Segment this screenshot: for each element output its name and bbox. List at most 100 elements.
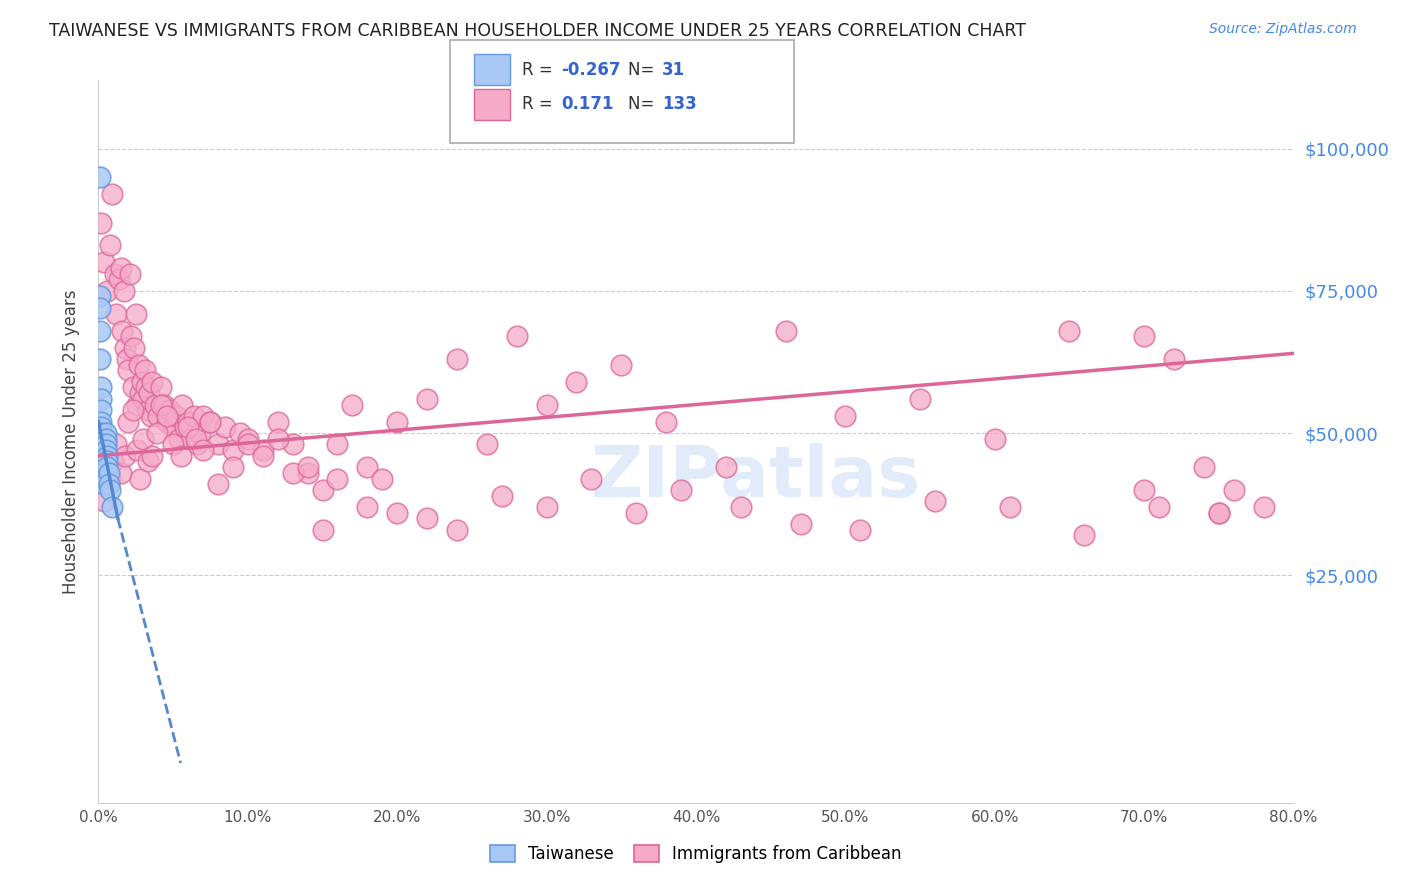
Point <box>112 284 135 298</box>
Point <box>207 437 229 451</box>
Point <box>93 494 115 508</box>
Point <box>252 443 274 458</box>
Y-axis label: Householder Income Under 25 years: Householder Income Under 25 years <box>62 289 80 594</box>
Point <box>475 437 498 451</box>
Point <box>669 483 692 497</box>
Point <box>136 454 159 468</box>
Point <box>132 392 155 406</box>
Text: -0.267: -0.267 <box>561 61 620 78</box>
Point <box>1223 483 1246 497</box>
Point <box>117 415 139 429</box>
Point <box>626 506 648 520</box>
Point <box>180 432 202 446</box>
Point <box>89 301 111 315</box>
Point <box>90 392 112 406</box>
Point <box>108 272 131 286</box>
Point <box>91 432 114 446</box>
Point <box>156 409 179 423</box>
Point <box>96 449 118 463</box>
Point <box>89 289 111 303</box>
Point <box>1133 329 1156 343</box>
Point <box>236 437 259 451</box>
Point <box>90 420 112 434</box>
Point <box>98 238 122 252</box>
Point <box>183 409 205 423</box>
Text: R =: R = <box>522 95 568 113</box>
Point <box>908 392 931 406</box>
Point <box>834 409 856 423</box>
Point <box>222 443 245 458</box>
Point <box>169 449 191 463</box>
Point <box>96 284 118 298</box>
Point <box>281 466 304 480</box>
Point <box>714 460 737 475</box>
Point <box>924 494 946 508</box>
Point <box>91 449 114 463</box>
Point <box>93 255 115 269</box>
Text: R =: R = <box>522 61 558 78</box>
Point <box>93 451 115 466</box>
Point <box>385 506 409 520</box>
Point <box>775 324 797 338</box>
Point <box>267 415 290 429</box>
Point <box>120 329 142 343</box>
Point <box>177 420 200 434</box>
Text: 0.171: 0.171 <box>561 95 613 113</box>
Point <box>326 471 349 485</box>
Point <box>129 386 152 401</box>
Point <box>93 466 115 480</box>
Point <box>297 466 319 480</box>
Point <box>145 425 167 440</box>
Point <box>610 358 633 372</box>
Point <box>506 329 529 343</box>
Point <box>191 443 214 458</box>
Point <box>121 403 143 417</box>
Point <box>98 471 122 485</box>
Point <box>177 415 200 429</box>
Point <box>93 460 115 475</box>
Point <box>229 425 252 440</box>
Point <box>1192 460 1215 475</box>
Point <box>371 471 394 485</box>
Point <box>165 409 187 423</box>
Point <box>93 471 115 485</box>
Point <box>156 415 179 429</box>
Point <box>267 432 290 446</box>
Point <box>103 454 125 468</box>
Point <box>342 398 364 412</box>
Point <box>581 471 603 485</box>
Point <box>200 415 222 429</box>
Point <box>96 460 118 475</box>
Point <box>128 358 150 372</box>
Point <box>97 477 120 491</box>
Point <box>141 449 163 463</box>
Legend: Taiwanese, Immigrants from Caribbean: Taiwanese, Immigrants from Caribbean <box>491 845 901 863</box>
Point <box>281 437 304 451</box>
Point <box>115 352 138 367</box>
Point <box>139 409 162 423</box>
Point <box>97 466 120 480</box>
Text: N=: N= <box>628 95 659 113</box>
Point <box>191 409 214 423</box>
Text: 31: 31 <box>662 61 685 78</box>
Point <box>131 375 153 389</box>
Point <box>984 432 1007 446</box>
Text: 133: 133 <box>662 95 697 113</box>
Point <box>1163 352 1185 367</box>
Point <box>174 420 197 434</box>
Point <box>93 477 115 491</box>
Point <box>184 432 207 446</box>
Point <box>356 500 378 514</box>
Point <box>135 380 157 394</box>
Point <box>167 432 190 446</box>
Text: Source: ZipAtlas.com: Source: ZipAtlas.com <box>1209 22 1357 37</box>
Point <box>124 341 146 355</box>
Point <box>655 415 678 429</box>
Point <box>446 523 468 537</box>
Point <box>105 437 128 451</box>
Point <box>141 375 163 389</box>
Point <box>90 403 112 417</box>
Point <box>148 409 170 423</box>
Point <box>96 460 118 475</box>
Point <box>118 267 141 281</box>
